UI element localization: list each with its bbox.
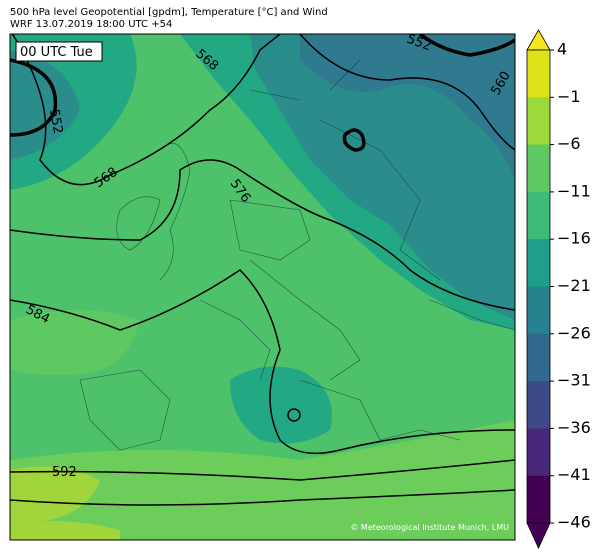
colorbar-tick-label: −6 (557, 134, 581, 153)
colorbar-band (527, 428, 550, 477)
colorbar-band (527, 144, 550, 193)
contour-label: 552 (46, 108, 65, 135)
colorbar-band (527, 475, 550, 524)
temp-field (230, 366, 332, 444)
colorbar-tick-label: −36 (557, 418, 591, 437)
title: 500 hPa level Geopotential [gpdm], Tempe… (10, 7, 328, 18)
time-label: 00 UTC Tue (20, 45, 93, 60)
colorbar-band (527, 50, 550, 98)
colorbar-band (527, 239, 550, 287)
contour-low (342, 128, 366, 152)
coastline (79, 59, 515, 451)
credit: © Meteorological Institute Munich, LMU (350, 523, 509, 532)
temp-field (10, 310, 140, 375)
colorbar-band (527, 333, 550, 382)
colorbar-band (527, 191, 550, 240)
colorbar-band (527, 286, 550, 335)
colorbar-band (527, 381, 550, 429)
temp-field (10, 521, 120, 540)
colorbar-tick-label: −26 (557, 323, 591, 342)
contour (10, 269, 515, 455)
colorbar-tick-label: −11 (557, 181, 591, 200)
contour (10, 159, 515, 311)
colorbar-tick-label: −21 (557, 276, 591, 295)
colorbar-tick-label: −46 (557, 513, 591, 532)
contour (10, 489, 515, 506)
contour-low (418, 34, 515, 57)
contour-label: 592 (52, 465, 77, 480)
colorbar-band (527, 97, 550, 146)
map: 552 568 568 576 584 592 552 560 00 UTC T… (9, 33, 516, 541)
temp-field (250, 34, 515, 320)
time-box (15, 41, 103, 62)
colorbar-tick-label: −41 (557, 465, 591, 484)
temp-field (300, 34, 515, 180)
contour-low (10, 58, 58, 137)
contour (299, 34, 515, 151)
colorbar-tick-label: −1 (557, 87, 581, 106)
colorbar-tick-label: −31 (557, 371, 591, 390)
map-frame (9, 33, 516, 541)
contour (11, 34, 281, 186)
colorbar: 4 −1 −6 −11 −16 −21 −26 −31 −36 −41 −46 (526, 29, 591, 549)
subtitle: WRF 13.07.2019 18:00 UTC +54 (10, 19, 172, 30)
colorbar-tick-label: 4 (557, 40, 567, 59)
colorbar-extend (526, 522, 551, 549)
colorbar-tick-label: −16 (557, 229, 591, 248)
temp-field (10, 466, 100, 525)
contour-low (287, 408, 301, 422)
temp-field (10, 420, 515, 540)
colorbar-extend (526, 29, 551, 51)
contour (10, 459, 515, 481)
